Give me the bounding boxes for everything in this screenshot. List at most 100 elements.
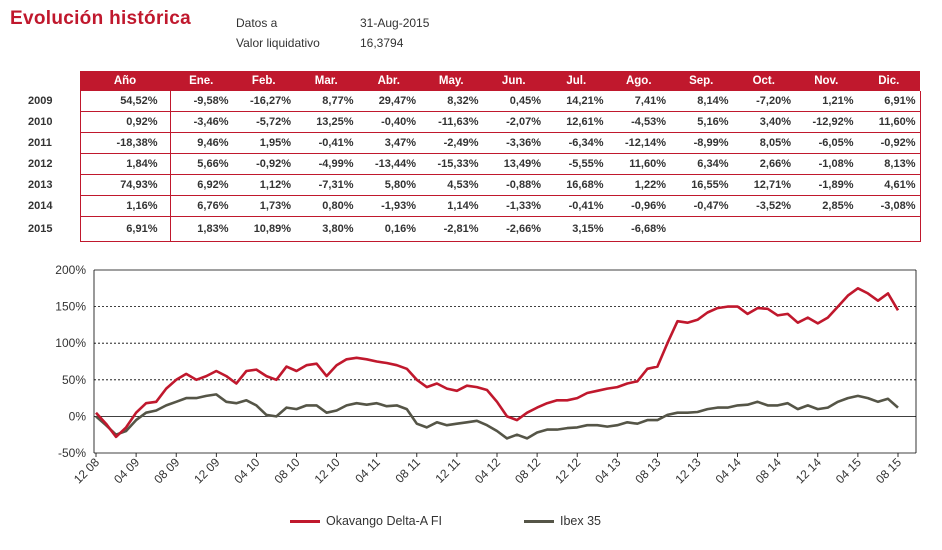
annual-return-cell: 1,16% [79,195,170,217]
monthly-return-cell: 1,12% [232,174,295,196]
y-tick-label: 200% [55,263,86,277]
monthly-return-cell: -3,08% [857,195,921,217]
datos-value: 31-Aug-2015 [360,16,430,30]
table-row: 2012 1,84% 5,66% -0,92% -4,99% -13,44% -15,33%… [24,153,921,175]
monthly-return-cell: -11,63% [420,111,483,133]
table-row: 2014 1,16% 6,76% 1,73% 0,80% -1,93% 1,14% -1,33… [24,195,921,217]
monthly-return-cell: 1,95% [232,132,295,154]
x-tick-label: 12 11 [433,455,464,486]
monthly-return-cell: -3,36% [482,132,545,154]
year-cell: 2015 [28,223,53,235]
monthly-return-cell: 12,71% [732,174,795,196]
column-header: Ago. [607,71,670,91]
legend-label: Ibex 35 [560,514,602,528]
x-tick-label: 08 11 [392,455,423,486]
monthly-return-cell: 6,76% [169,195,233,217]
monthly-return-cell: 1,22% [607,174,670,196]
monthly-return-cell: -0,40% [357,111,420,133]
monthly-return-cell: 4,61% [857,174,921,196]
x-tick-label: 04 14 [713,455,744,486]
monthly-return-cell: -7,20% [732,91,795,112]
x-tick-label: 04 15 [833,455,864,486]
monthly-return-cell: 0,45% [482,91,545,112]
annual-return-cell: 74,93% [79,174,170,196]
column-header: Mar. [295,71,358,91]
performance-line-chart: 200%150%100%50%0%-50% 12 08 04 09 08 09 12 … [55,263,917,486]
monthly-return-cell: 2,85% [795,195,858,217]
x-tick-label: 12 10 [312,455,343,486]
monthly-return-cell: 29,47% [357,91,420,112]
monthly-return-cell: -0,47% [670,195,733,217]
monthly-return-cell: 13,25% [295,111,358,133]
year-cell: 2011 [28,137,52,149]
annual-return-cell: 0,92% [79,111,170,133]
year-cell: 2012 [28,158,53,170]
column-header: Jun. [482,71,545,91]
monthly-return-cell: 9,46% [169,132,233,154]
monthly-return-cell: 13,49% [482,153,545,175]
monthly-return-cell: -7,31% [295,174,358,196]
series-line-okavango [95,286,900,439]
y-tick-label: 100% [55,336,86,350]
monthly-return-cell: -4,53% [607,111,670,133]
monthly-return-cell: -3,52% [732,195,795,217]
column-header: Abr. [357,71,420,91]
table-row: 2015 6,91% 1,83% 10,89% 3,80% 0,16% -2,81% -2,6… [24,216,921,242]
page-title: Evolución histórica [10,8,191,29]
monthly-return-cell [732,216,795,242]
monthly-return-cell: -2,07% [482,111,545,133]
x-tick-label: 04 11 [352,455,383,486]
monthly-return-cell: 5,66% [169,153,233,175]
monthly-return-cell: -12,14% [607,132,670,154]
monthly-return-cell: 1,21% [795,91,858,112]
x-tick-label: 08 12 [512,455,543,486]
monthly-return-cell: -12,92% [795,111,858,133]
x-tick-label: 04 10 [231,455,262,486]
monthly-return-cell: 8,77% [295,91,358,112]
monthly-return-cell: 8,13% [857,153,921,175]
monthly-return-cell: 6,91% [857,91,921,112]
year-cell: 2014 [28,200,53,212]
y-tick-label: 0% [69,409,87,423]
column-header: Jul. [545,71,608,91]
monthly-return-cell: 8,14% [670,91,733,112]
monthly-return-cell: 3,80% [295,216,358,242]
monthly-return-cell: 11,60% [607,153,670,175]
monthly-return-cell: -6,05% [795,132,858,154]
y-tick-label: 150% [55,300,86,314]
legend-label: Okavango Delta-A FI [326,514,443,528]
table-header-row: Año Ene. Feb. Mar. Abr. May. Jun. Jul. A… [24,71,920,91]
monthly-return-cell [795,216,858,242]
monthly-return-cell: 7,41% [607,91,670,112]
year-header-cell [24,71,80,91]
monthly-return-cell: 3,47% [357,132,420,154]
monthly-return-cell: -0,41% [545,195,608,217]
year-cell: 2010 [28,116,53,128]
table-row: 2013 74,93% 6,92% 1,12% -7,31% 5,80% 4,53% -0,8… [24,174,921,196]
monthly-return-cell: -6,34% [545,132,608,154]
monthly-return-cell: 16,55% [670,174,733,196]
monthly-return-cell: 8,32% [420,91,483,112]
monthly-return-cell: -4,99% [295,153,358,175]
monthly-return-cell: -0,88% [482,174,545,196]
monthly-return-cell: -0,96% [607,195,670,217]
monthly-return-cell: -1,08% [795,153,858,175]
monthly-returns-table: Año Ene. Feb. Mar. Abr. May. Jun. Jul. A… [24,71,921,242]
annual-return-cell: 54,52% [79,91,170,112]
monthly-return-cell: 1,83% [169,216,233,242]
x-tick-label: 04 13 [592,455,623,486]
monthly-return-cell: 12,61% [545,111,608,133]
monthly-return-cell: -2,49% [420,132,483,154]
column-header: Oct. [732,71,795,91]
monthly-return-cell: -2,81% [420,216,483,242]
monthly-return-cell: -16,27% [232,91,295,112]
x-tick-label: 04 09 [111,455,142,486]
monthly-return-cell: -0,92% [232,153,295,175]
y-tick-label: -50% [58,446,86,460]
column-header: Sep. [670,71,733,91]
y-tick-label: 50% [62,373,86,387]
monthly-return-cell: -6,68% [607,216,670,242]
monthly-return-cell: -13,44% [357,153,420,175]
monthly-return-cell [670,216,733,242]
monthly-return-cell: 3,15% [545,216,608,242]
